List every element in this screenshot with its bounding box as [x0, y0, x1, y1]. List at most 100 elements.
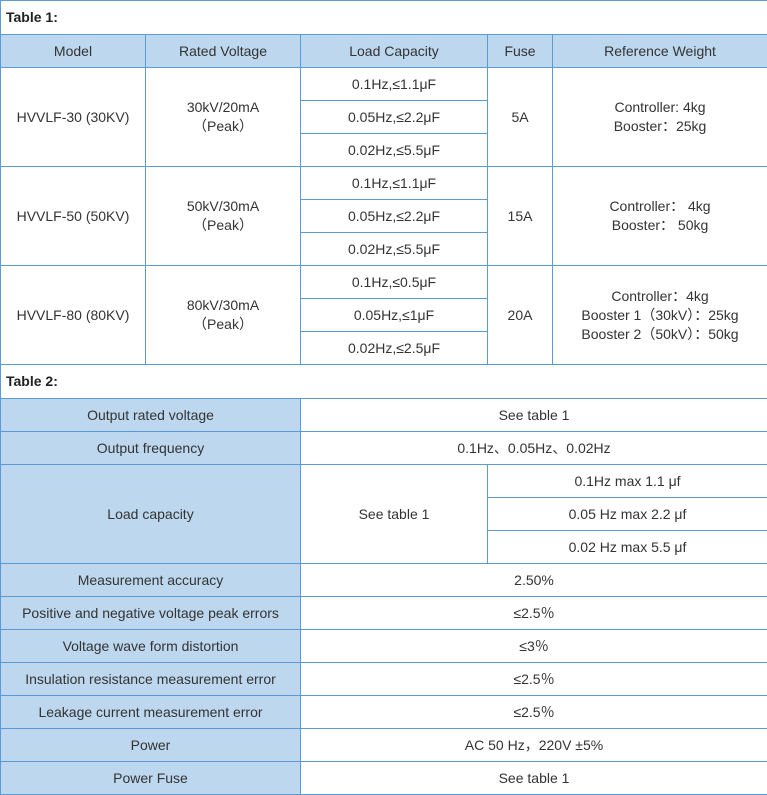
parameter-value-line: ≤2.5％	[513, 704, 554, 720]
parameter-label-line: Output frequency	[97, 440, 204, 456]
table-row: Output frequency 0.1Hz、0.05Hz、0.02Hz	[1, 432, 767, 465]
column-header: Reference Weight	[553, 35, 767, 68]
parameter-label-line: Load capacity	[107, 506, 193, 522]
parameter-label: Power Fuse	[1, 762, 301, 795]
column-header-line: Load Capacity	[349, 43, 439, 59]
parameter-value-line: AC 50 Hz，220V ±5%	[465, 737, 603, 753]
table1-title: Table 1:	[1, 1, 767, 35]
table-row: HVVLF-30 (30KV)30kV/20mA（Peak）0.1Hz,≤1.1…	[1, 68, 767, 101]
rated-voltage-cell-line: 80kV/30mA	[187, 297, 259, 313]
load-capacity-cell: 0.05Hz,≤1μF	[301, 299, 488, 332]
parameter-label: Power	[1, 729, 301, 762]
parameter-value: ≤3％	[301, 630, 767, 663]
table-row: Insulation resistance measurement error ≤…	[1, 663, 767, 696]
parameter-label-line: Power	[131, 737, 171, 753]
load-capacity-cell-line: 0.02Hz,≤2.5μF	[348, 340, 440, 356]
parameter-value: ≤2.5％	[301, 597, 767, 630]
parameter-value-line: See table 1	[499, 407, 570, 423]
load-capacity-cell-line: 0.1Hz,≤0.5μF	[352, 274, 436, 290]
parameter-label-line: Insulation resistance measurement error	[25, 671, 276, 687]
table-row: Output rated voltage See table 1	[1, 399, 767, 432]
rated-voltage-cell: 30kV/20mA（Peak）	[146, 68, 301, 167]
load-capacity-cell-line: 0.05Hz,≤1μF	[354, 307, 434, 323]
column-header: Fuse	[488, 35, 553, 68]
parameter-subvalue: 0.02 Hz max 5.5 μf	[488, 531, 767, 564]
model-cell-line: HVVLF-50 (50KV)	[17, 208, 130, 224]
parameter-value: See table 1	[301, 762, 767, 795]
table-row: Voltage wave form distortion≤3％	[1, 630, 767, 663]
reference-weight-cell: Controller: 4kg Booster：25kg	[553, 68, 767, 167]
parameter-label: Voltage wave form distortion	[1, 630, 301, 663]
parameter-label: Output rated voltage	[1, 399, 301, 432]
reference-weight-cell-line: Booster： 50kg	[612, 217, 709, 233]
model-cell-line: HVVLF-30 (30KV)	[17, 109, 130, 125]
load-capacity-cell-line: 0.1Hz,≤1.1μF	[352, 175, 436, 191]
parameter-value-line: ≤2.5％	[513, 671, 554, 687]
table-row: HVVLF-50 (50KV)50kV/30mA（Peak）0.1Hz,≤1.1…	[1, 167, 767, 200]
model-cell: HVVLF-30 (30KV)	[1, 68, 146, 167]
parameter-value-line: See table 1	[499, 770, 570, 786]
fuse-cell-line: 15A	[508, 208, 533, 224]
reference-weight-cell-line: Controller：4kg	[611, 288, 708, 304]
fuse-cell: 20A	[488, 266, 553, 365]
model-cell: HVVLF-50 (50KV)	[1, 167, 146, 266]
parameter-label: Leakage current measurement error	[1, 696, 301, 729]
model-cell-line: HVVLF-80 (80KV)	[17, 307, 130, 323]
fuse-cell: 5A	[488, 68, 553, 167]
table-row: Measurement accuracy 2.50%	[1, 564, 767, 597]
load-capacity-cell: 0.1Hz,≤1.1μF	[301, 167, 488, 200]
table-row: Power AC 50 Hz，220V ±5%	[1, 729, 767, 762]
load-capacity-cell-line: 0.05Hz,≤2.2μF	[348, 208, 440, 224]
reference-weight-cell-line: Controller: 4kg	[614, 99, 705, 115]
load-capacity-cell: 0.02Hz,≤5.5μF	[301, 233, 488, 266]
parameter-value-line: 2.50%	[514, 572, 554, 588]
parameter-value: 0.1Hz、0.05Hz、0.02Hz	[301, 432, 767, 465]
parameter-value: See table 1	[301, 399, 767, 432]
table1-title-line: Table 1:	[6, 9, 58, 25]
parameter-label-line: Measurement accuracy	[78, 572, 224, 588]
rated-voltage-cell-line: （Peak）	[193, 217, 253, 233]
table2-title-row: Table 2:	[1, 365, 767, 399]
table-row: Positive and negative voltage peak error…	[1, 597, 767, 630]
load-capacity-cell: 0.05Hz,≤2.2μF	[301, 200, 488, 233]
reference-weight-cell-line: Booster：25kg	[614, 118, 707, 134]
parameter-label: Positive and negative voltage peak error…	[1, 597, 301, 630]
parameter-value: AC 50 Hz，220V ±5%	[301, 729, 767, 762]
load-capacity-cell-line: 0.02Hz,≤5.5μF	[348, 241, 440, 257]
parameter-label-line: Positive and negative voltage peak error…	[22, 605, 279, 621]
table2-title-line: Table 2:	[6, 373, 58, 389]
rated-voltage-cell: 50kV/30mA （Peak）	[146, 167, 301, 266]
fuse-cell-line: 20A	[508, 307, 533, 323]
parameter-label: Output frequency	[1, 432, 301, 465]
column-header-line: Rated Voltage	[179, 43, 267, 59]
table-row: HVVLF-80 (80KV)80kV/30mA（Peak）0.1Hz,≤0.5…	[1, 266, 767, 299]
rated-voltage-cell-line: 50kV/30mA	[187, 198, 259, 214]
column-header-line: Fuse	[504, 43, 535, 59]
load-capacity-cell-line: 0.1Hz,≤1.1μF	[352, 76, 436, 92]
fuse-cell-line: 5A	[511, 109, 528, 125]
column-header-line: Reference Weight	[604, 43, 716, 59]
column-header: Load Capacity	[301, 35, 488, 68]
column-header: Model	[1, 35, 146, 68]
model-cell: HVVLF-80 (80KV)	[1, 266, 146, 365]
load-capacity-cell: 0.1Hz,≤0.5μF	[301, 266, 488, 299]
reference-weight-cell-line: Booster 1（30kV）：25kg	[581, 307, 738, 323]
table1-title-row: Table 1:	[1, 1, 767, 35]
parameter-subvalue: 0.05 Hz max 2.2 μf	[488, 498, 767, 531]
load-capacity-cell-line: 0.05Hz,≤2.2μF	[348, 109, 440, 125]
parameter-subvalue-line: 0.05 Hz max 2.2 μf	[569, 506, 687, 522]
table1-header-row: Model Rated Voltage Load Capacity Fuse Refer…	[1, 35, 767, 68]
table2-title: Table 2:	[1, 365, 767, 399]
parameter-label-line: Power Fuse	[113, 770, 188, 786]
rated-voltage-cell-line: 30kV/20mA	[187, 99, 259, 115]
table-row: Leakage current measurement error ≤2.5％	[1, 696, 767, 729]
parameter-value: ≤2.5％	[301, 696, 767, 729]
parameter-subvalue-line: 0.02 Hz max 5.5 μf	[569, 539, 687, 555]
rated-voltage-cell: 80kV/30mA（Peak）	[146, 266, 301, 365]
load-capacity-cell: 0.05Hz,≤2.2μF	[301, 101, 488, 134]
load-capacity-cell: 0.02Hz,≤2.5μF	[301, 332, 488, 365]
parameter-subvalue: 0.1Hz max 1.1 μf	[488, 465, 767, 498]
